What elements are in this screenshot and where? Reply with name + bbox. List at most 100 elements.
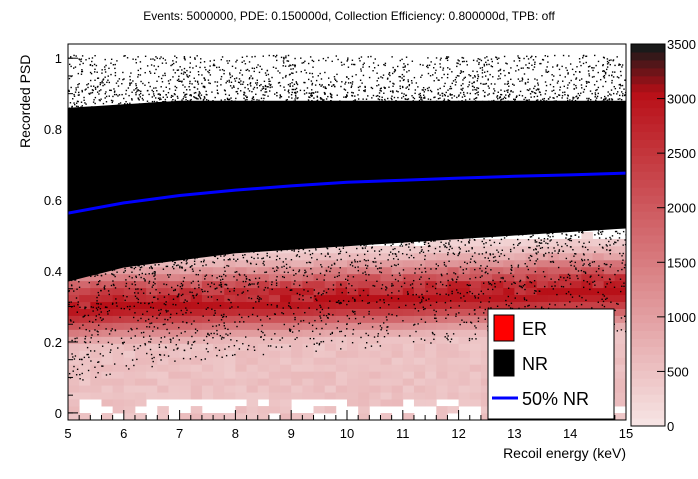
nr-speck <box>435 57 438 59</box>
nr-speck <box>444 336 446 338</box>
nr-speck <box>424 241 427 243</box>
nr-speck <box>298 284 301 287</box>
er-bin <box>291 280 303 289</box>
nr-speck <box>280 249 283 252</box>
nr-speck <box>266 303 269 306</box>
nr-speck <box>421 239 424 241</box>
nr-speck <box>180 72 183 75</box>
nr-speck <box>368 66 371 68</box>
er-bin <box>335 378 348 386</box>
er-bin <box>246 406 259 414</box>
nr-speck <box>438 237 441 239</box>
nr-speck <box>558 102 561 104</box>
nr-speck <box>530 56 532 59</box>
nr-speck <box>145 105 147 107</box>
er-bin <box>224 259 236 268</box>
nr-speck <box>211 91 213 93</box>
nr-speck <box>258 298 260 301</box>
er-bin <box>280 350 292 358</box>
nr-speck <box>587 249 589 251</box>
nr-speck <box>544 275 546 278</box>
nr-speck <box>534 63 536 66</box>
nr-speck <box>294 280 296 282</box>
er-bin <box>190 364 203 372</box>
nr-speck <box>461 237 463 239</box>
nr-speck <box>144 71 146 74</box>
nr-speck <box>530 103 532 106</box>
nr-speck <box>236 59 238 62</box>
nr-speck <box>517 266 519 268</box>
nr-speck <box>223 259 225 261</box>
nr-speck <box>293 248 295 251</box>
nr-speck <box>546 66 548 68</box>
er-bin <box>134 357 147 365</box>
nr-speck <box>113 284 115 287</box>
er-bin <box>123 294 136 303</box>
nr-speck <box>474 333 477 335</box>
nr-speck <box>157 105 159 107</box>
nr-speck <box>375 95 378 97</box>
nr-speck <box>468 84 470 86</box>
er-bin <box>436 413 448 420</box>
nr-speck <box>84 102 86 104</box>
nr-speck <box>491 60 493 63</box>
er-bin <box>257 280 270 289</box>
nr-speck <box>471 237 474 239</box>
nr-speck <box>611 100 613 102</box>
er-bin <box>201 294 214 303</box>
nr-speck <box>137 298 140 301</box>
nr-speck <box>99 99 101 102</box>
nr-speck <box>371 246 373 248</box>
nr-speck <box>464 99 467 101</box>
nr-speck <box>322 57 325 60</box>
nr-speck <box>199 96 201 99</box>
nr-speck <box>553 100 555 102</box>
nr-speck <box>339 267 341 269</box>
nr-speck <box>236 90 238 93</box>
nr-speck <box>364 271 366 273</box>
er-bin <box>469 245 482 254</box>
nr-speck <box>484 257 486 259</box>
nr-speck <box>380 87 382 89</box>
nr-speck <box>336 327 338 329</box>
nr-speck <box>507 287 510 289</box>
nr-speck <box>268 54 270 57</box>
nr-speck <box>309 337 311 340</box>
nr-speck <box>166 328 168 331</box>
er-bin <box>123 406 136 414</box>
nr-speck <box>351 104 353 106</box>
nr-speck <box>177 78 180 80</box>
nr-speck <box>336 275 339 278</box>
er-bin <box>592 245 605 254</box>
nr-speck <box>334 104 336 106</box>
er-bin <box>380 413 393 420</box>
nr-speck <box>223 69 225 72</box>
er-bin <box>190 357 203 365</box>
nr-speck <box>492 92 495 95</box>
er-bin <box>224 413 236 420</box>
nr-speck <box>418 104 420 106</box>
nr-speck <box>455 102 458 104</box>
er-bin <box>302 413 314 420</box>
nr-speck <box>211 275 213 277</box>
nr-speck <box>447 338 449 341</box>
nr-speck <box>557 266 560 269</box>
nr-speck <box>447 294 450 296</box>
nr-speck <box>354 317 357 320</box>
nr-speck <box>417 101 419 103</box>
nr-speck <box>511 283 513 285</box>
nr-speck <box>283 57 285 60</box>
nr-speck <box>244 102 247 104</box>
nr-speck <box>466 64 469 66</box>
nr-speck <box>490 269 492 271</box>
nr-speck <box>235 97 237 100</box>
nr-speck <box>489 73 491 76</box>
nr-speck <box>246 68 249 71</box>
nr-speck <box>227 334 229 336</box>
er-bin <box>369 336 381 344</box>
nr-speck <box>500 99 502 101</box>
er-bin <box>402 315 415 323</box>
nr-speck <box>595 104 598 106</box>
er-bin <box>358 287 370 296</box>
nr-speck <box>478 63 480 66</box>
